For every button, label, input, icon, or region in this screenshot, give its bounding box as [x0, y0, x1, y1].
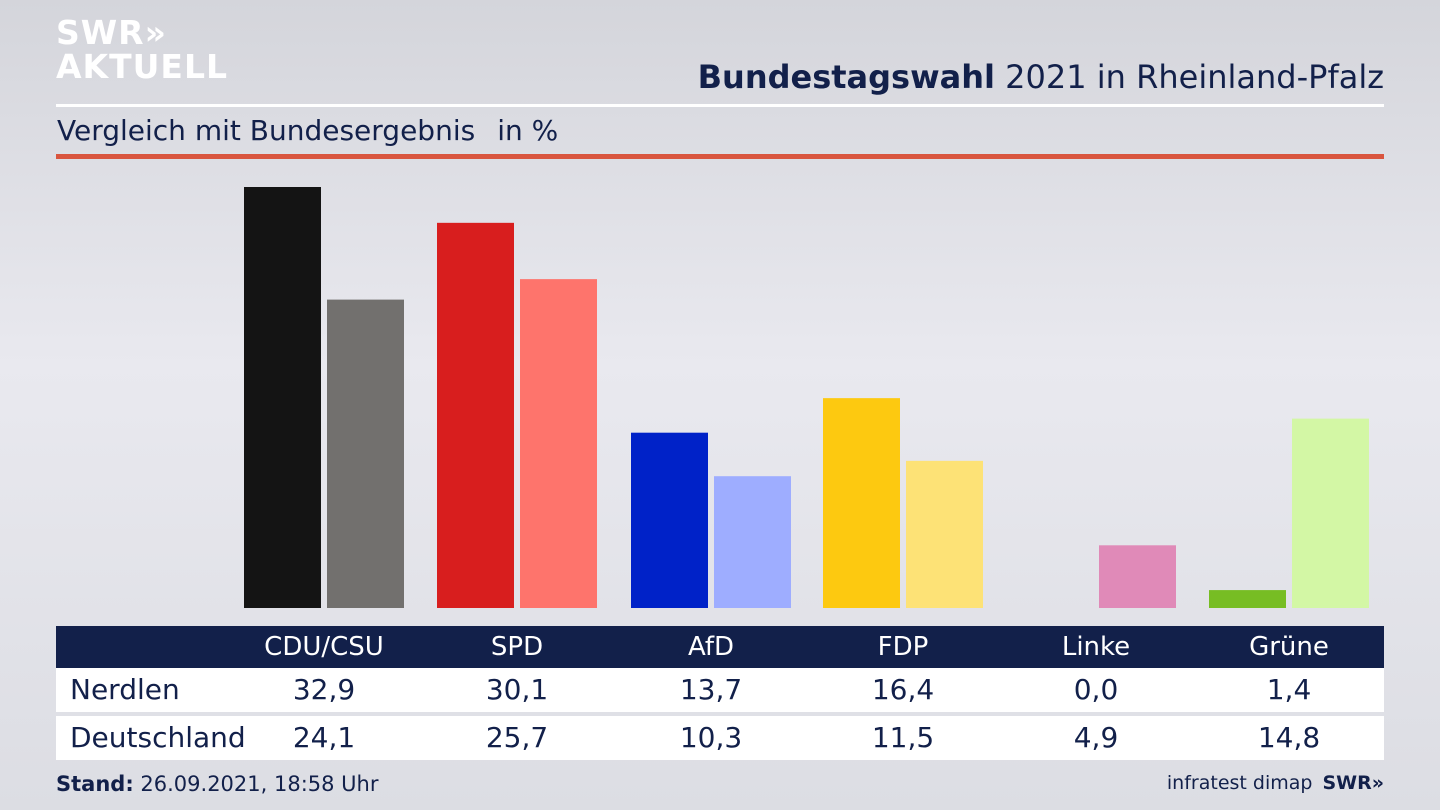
- table-cell: 4,9: [1073, 721, 1119, 754]
- table-cell: 14,8: [1257, 721, 1321, 754]
- column-header-cdu-csu: CDU/CSU: [264, 632, 384, 662]
- source-text: infratest dimap: [1166, 772, 1313, 794]
- source-credit: infratest dimap SWR»: [1167, 772, 1384, 794]
- bar-afd-deutschland: [714, 476, 791, 608]
- header-divider: [56, 104, 1384, 107]
- subtitle-text: Vergleich mit Bundesergebnis: [57, 114, 476, 147]
- column-header-fdp: FDP: [877, 632, 929, 662]
- column-header-afd: AfD: [687, 632, 735, 662]
- results-table: CDU/CSU SPD AfD FDP Linke Grüne Nerdlen 32,9 30…: [56, 626, 1384, 760]
- bar-fdp-nerdlen: [823, 398, 900, 608]
- row-label: Nerdlen: [70, 673, 180, 706]
- stand-label: Stand:: [56, 772, 134, 796]
- bar-afd-nerdlen: [631, 432, 708, 608]
- bar-spd-deutschland: [520, 279, 597, 608]
- stand-value: 26.09.2021, 18:58 Uhr: [133, 772, 379, 796]
- logo-line-2: AKTUELL: [56, 47, 229, 86]
- column-header-gr-ne: Grüne: [1249, 632, 1329, 662]
- table-header-row: CDU/CSU SPD AfD FDP Linke Grüne: [56, 626, 1384, 668]
- column-header-spd: SPD: [490, 632, 544, 662]
- title-rest: 2021 in Rheinland-Pfalz: [995, 58, 1384, 96]
- table-cell: 24,1: [292, 721, 356, 754]
- bar-linke-deutschland: [1099, 545, 1176, 608]
- chart-subtitle: Vergleich mit Bundesergebnis in %: [57, 114, 558, 147]
- bar-cdu-csu-nerdlen: [244, 187, 321, 608]
- table-cell: 16,4: [871, 673, 935, 706]
- title-bold: Bundestagswahl: [697, 58, 995, 96]
- logo-line-1: SWR»: [56, 13, 167, 52]
- timestamp: Stand: 26.09.2021, 18:58 Uhr: [56, 772, 379, 796]
- bar-gr-ne-deutschland: [1292, 418, 1369, 608]
- table-cell: 0,0: [1073, 673, 1119, 706]
- page-title: Bundestagswahl 2021 in Rheinland-Pfalz: [698, 58, 1384, 96]
- table-cell: 1,4: [1266, 673, 1312, 706]
- table-cell: 10,3: [679, 721, 743, 754]
- unit-label: in %: [497, 114, 559, 147]
- table-cell: 32,9: [292, 673, 356, 706]
- column-header-linke: Linke: [1061, 632, 1131, 662]
- bar-spd-nerdlen: [437, 222, 514, 609]
- bar-fdp-deutschland: [906, 460, 983, 608]
- table-cell: 25,7: [485, 721, 549, 754]
- bar-cdu-csu-deutschland: [327, 299, 404, 608]
- table-body: Nerdlen 32,9 30,1 13,7 16,4 0,0 1,4 Deutschland…: [56, 668, 1384, 760]
- table-row: Nerdlen 32,9 30,1 13,7 16,4 0,0 1,4: [56, 668, 1384, 712]
- swr-brand-logo: SWR»: [1322, 772, 1384, 794]
- table-cell: 11,5: [871, 721, 935, 754]
- bar-gr-ne-nerdlen: [1209, 590, 1286, 608]
- table-cell: 30,1: [485, 673, 549, 706]
- table-cell: 13,7: [679, 673, 743, 706]
- table-row: Deutschland 24,1 25,7 10,3 11,5 4,9 14,8: [56, 716, 1384, 760]
- swr-aktuell-logo: SWR» AKTUELL: [56, 16, 228, 84]
- accent-divider: [56, 154, 1384, 159]
- row-label: Deutschland: [70, 721, 246, 754]
